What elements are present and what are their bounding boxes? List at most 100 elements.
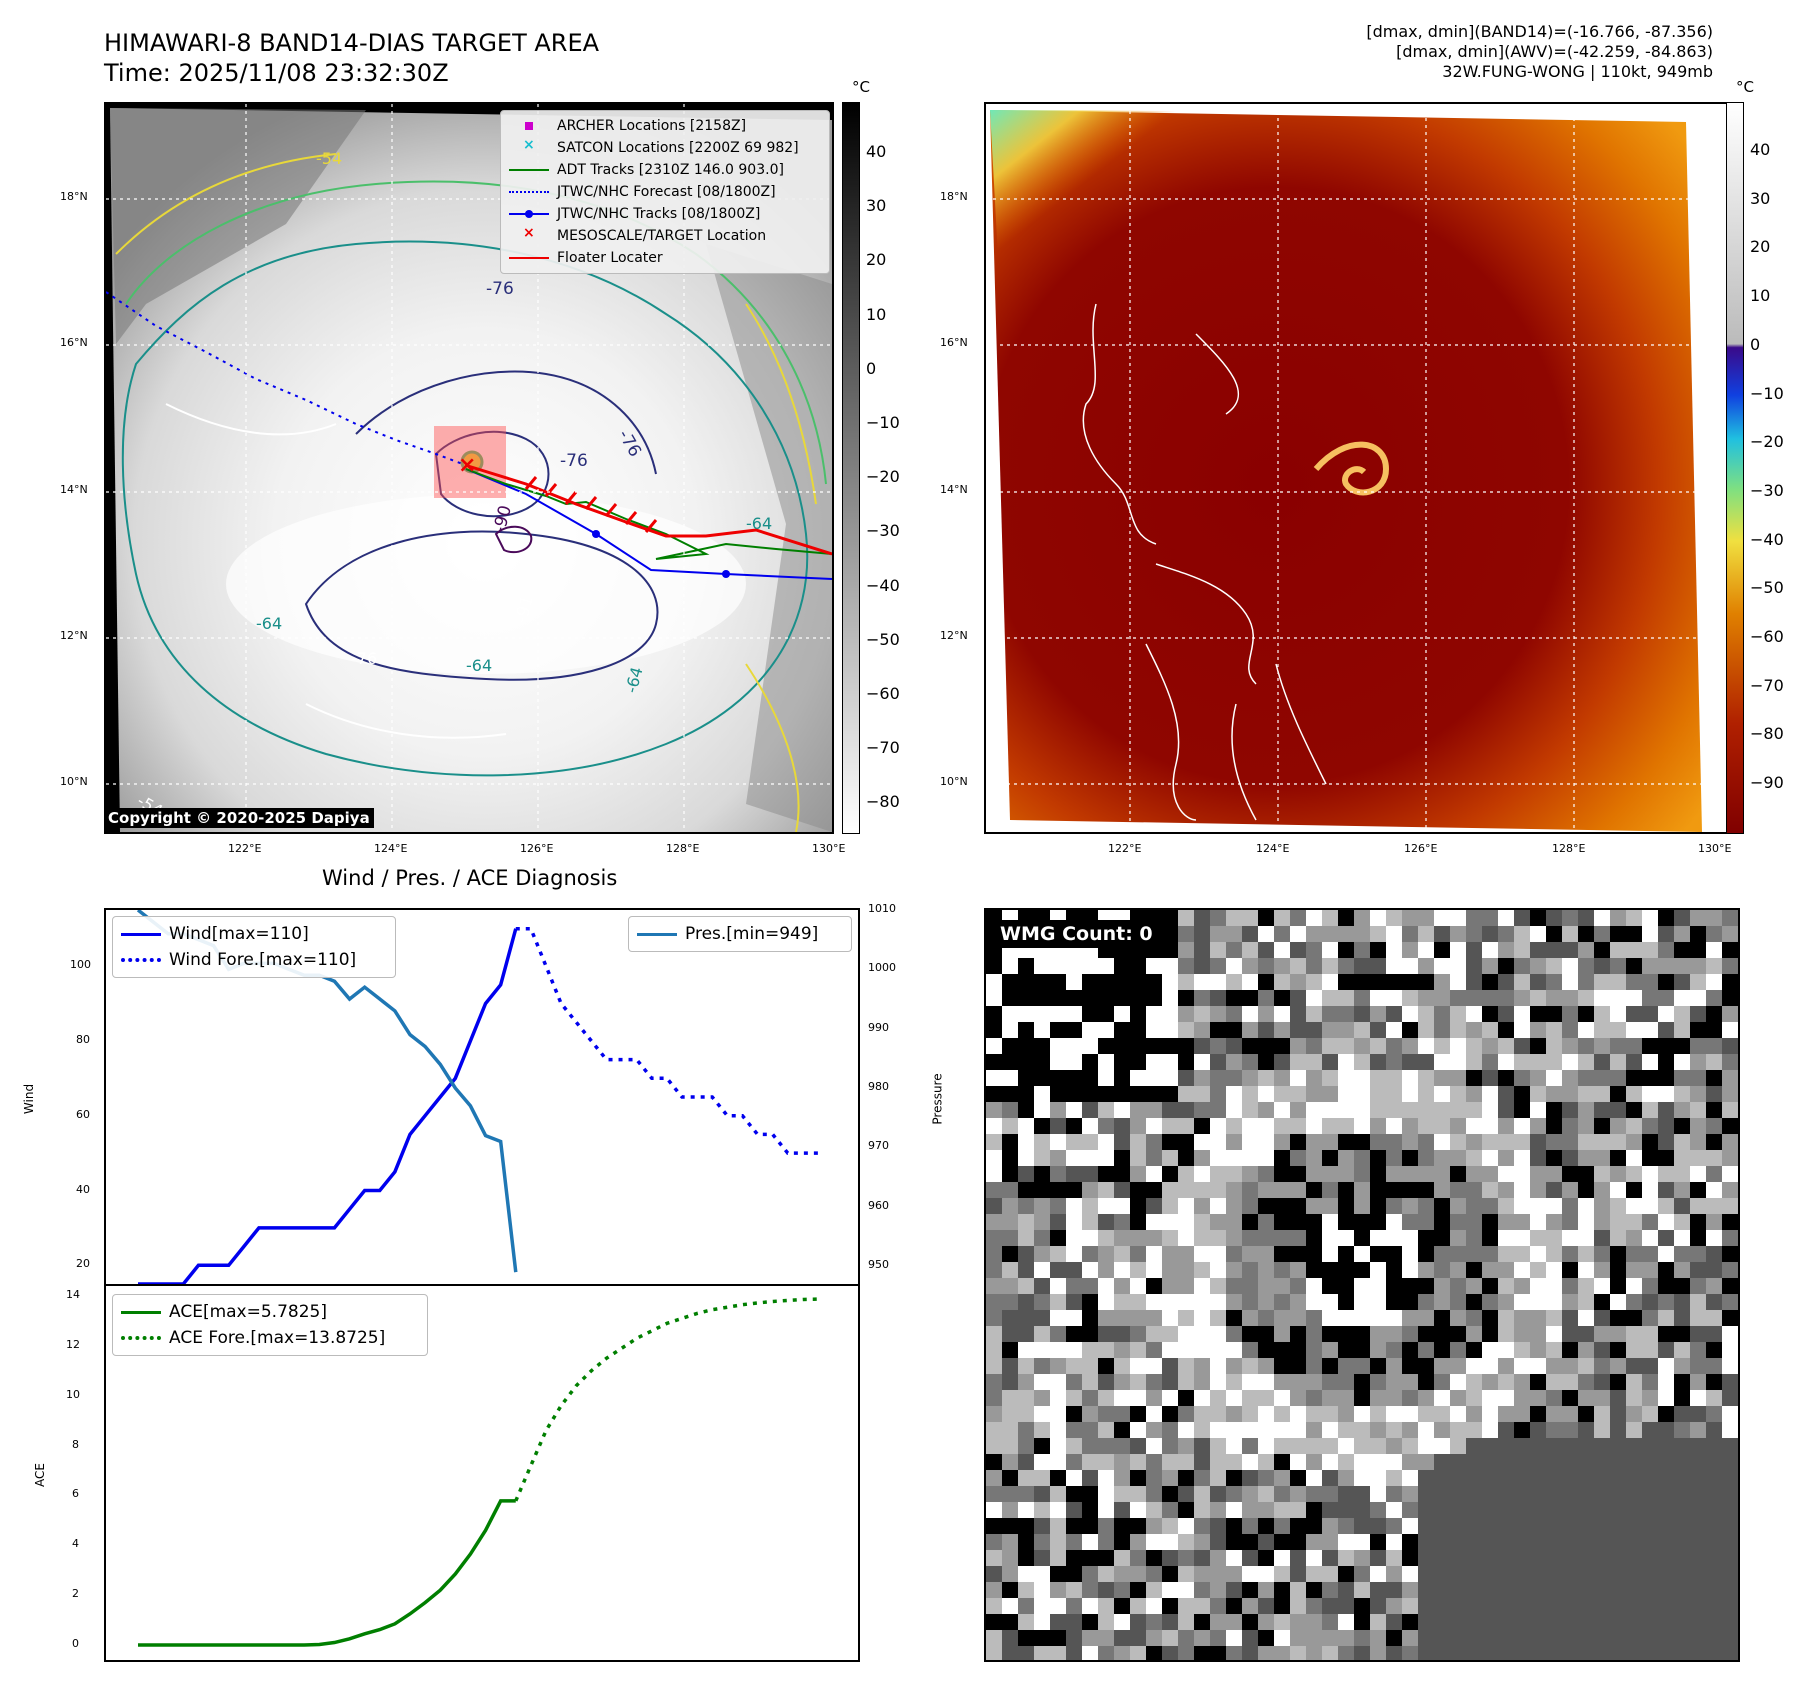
colorbar-tick: −70 xyxy=(1750,675,1784,695)
colorbar-tick: 30 xyxy=(1750,188,1771,208)
wind-legend: Wind[max=110] Wind Fore.[max=110] xyxy=(112,916,396,978)
series-line-1 xyxy=(515,926,818,1155)
diagnosis-title: Wind / Pres. / ACE Diagnosis xyxy=(322,866,618,890)
ace-tick: 12 xyxy=(66,1337,80,1351)
target-box xyxy=(434,426,506,498)
pressure-tick: 990 xyxy=(868,1020,889,1034)
wmg-image xyxy=(986,910,1738,1660)
figure-title: HIMAWARI-8 BAND14-DIAS TARGET AREA Time:… xyxy=(104,29,600,87)
pressure-tick: 970 xyxy=(868,1139,889,1153)
gray-colorbar xyxy=(842,102,860,834)
pressure-axis-label: Pressure xyxy=(930,1073,945,1125)
jtwc-track-line xyxy=(465,468,832,580)
legend-wind: Wind[max=110] xyxy=(121,921,387,947)
contour-label: -64 xyxy=(746,514,772,533)
colorbar-tick: −40 xyxy=(866,575,900,595)
legend-ace-forecast: ACE Fore.[max=13.8725] xyxy=(121,1325,419,1351)
colorbar-tick: −90 xyxy=(1750,773,1784,793)
lat-tick: 18°N xyxy=(940,190,968,203)
colorbar-tick: −20 xyxy=(866,467,900,487)
colorbar-tick: 20 xyxy=(866,250,887,270)
legend-jtwc-forecast: JTWC/NHC Forecast [08/1800Z] xyxy=(509,181,821,203)
pressure-tick: 1010 xyxy=(868,902,896,915)
stats-header: [dmax, dmin](BAND14)=(-16.766, -87.356) … xyxy=(1366,22,1713,81)
lon-tick: 126°E xyxy=(520,842,554,855)
colorbar-tick: −10 xyxy=(866,413,900,432)
legend-wind-forecast: Wind Fore.[max=110] xyxy=(121,947,387,973)
wmg-count-badge: WMG Count: 0 xyxy=(992,920,1161,948)
colorbar-tick: 30 xyxy=(866,196,887,216)
colorbar-tick: −40 xyxy=(1750,529,1784,549)
pressure-legend: Pres.[min=949] xyxy=(628,916,852,952)
lon-tick: 126°E xyxy=(1404,842,1438,855)
contour-label: -64 xyxy=(256,614,282,633)
series-line-0 xyxy=(138,928,518,1284)
ace-series-line-0 xyxy=(138,1499,516,1647)
copyright-label: Copyright © 2020-2025 Dapiya xyxy=(104,808,374,828)
wind-axis-label: Wind xyxy=(22,1083,37,1115)
contour-label: -76 xyxy=(351,649,377,668)
lon-tick: 128°E xyxy=(666,842,700,855)
legend-floater: Floater Locater xyxy=(509,247,821,269)
ace-legend: ACE[max=5.7825] ACE Fore.[max=13.8725] xyxy=(112,1294,428,1356)
lon-tick: 124°E xyxy=(374,842,408,855)
ace-tick: 8 xyxy=(72,1437,79,1451)
pressure-tick: 950 xyxy=(868,1258,889,1272)
colorbar-tick: −50 xyxy=(1750,578,1784,598)
colorbar-tick: −60 xyxy=(866,684,900,703)
colorbar-tick: −10 xyxy=(1750,383,1784,403)
wind-tick: 20 xyxy=(76,1257,90,1271)
ace-plot xyxy=(138,1297,819,1647)
ace-panel xyxy=(104,1284,860,1662)
mesoscale-marker: × xyxy=(458,453,476,478)
lon-tick: 124°E xyxy=(1256,842,1290,855)
wind-tick: 80 xyxy=(76,1032,90,1046)
colorbar-tick: −80 xyxy=(1750,724,1784,744)
contour-label: -54 xyxy=(316,149,342,168)
lat-tick: 10°N xyxy=(60,775,88,788)
pressure-tick: 980 xyxy=(868,1080,889,1094)
contour-label: -64 xyxy=(466,656,492,675)
map-legend: ARCHER Locations [2158Z] × SATCON Locatio… xyxy=(500,110,830,274)
lat-tick: 12°N xyxy=(940,629,968,642)
color-colorbar-unit: °C xyxy=(1736,78,1754,96)
colorbar-tick: −30 xyxy=(1750,480,1784,500)
ace-series-line-1 xyxy=(514,1297,819,1502)
legend-jtwc-tracks: JTWC/NHC Tracks [08/1800Z] xyxy=(509,203,821,225)
colorbar-tick: 40 xyxy=(1750,140,1771,159)
lat-tick: 14°N xyxy=(60,483,88,496)
ace-tick: 6 xyxy=(72,1487,79,1501)
ace-tick: 14 xyxy=(66,1287,80,1301)
lat-tick: 12°N xyxy=(60,629,88,642)
colorbar-tick: 20 xyxy=(1750,237,1771,257)
ace-tick: 4 xyxy=(72,1537,79,1551)
jtwc-forecast-line xyxy=(106,291,477,470)
wmg-panel xyxy=(984,908,1740,1662)
legend-ace: ACE[max=5.7825] xyxy=(121,1299,419,1325)
pressure-tick: 1000 xyxy=(868,961,896,975)
ace-axis-label: ACE xyxy=(32,1463,47,1487)
ace-tick: 2 xyxy=(72,1587,79,1601)
colorbar-tick: −70 xyxy=(866,738,900,758)
legend-adt: ADT Tracks [2310Z 146.0 903.0] xyxy=(509,159,821,181)
lat-tick: 18°N xyxy=(60,190,88,203)
colorbar-tick: −20 xyxy=(1750,432,1784,452)
lon-tick: 122°E xyxy=(228,842,262,855)
colorbar-tick: 10 xyxy=(866,304,887,324)
ace-tick: 10 xyxy=(66,1387,80,1401)
legend-satcon: × SATCON Locations [2200Z 69 982] xyxy=(523,137,799,156)
colorbar-tick: 0 xyxy=(866,358,877,378)
colorbar-tick: 10 xyxy=(1750,286,1771,306)
color-colorbar xyxy=(1726,102,1744,834)
lon-tick: 122°E xyxy=(1108,842,1142,855)
ace-tick: 0 xyxy=(72,1637,79,1651)
wind-tick: 40 xyxy=(76,1182,90,1196)
colorbar-tick: −80 xyxy=(866,792,900,812)
floater-line xyxy=(467,464,832,556)
adt-track-line xyxy=(465,468,832,560)
colorbar-tick: 0 xyxy=(1750,334,1761,354)
gray-colorbar-unit: °C xyxy=(852,78,870,96)
lat-tick: 16°N xyxy=(60,336,88,349)
legend-pressure: Pres.[min=949] xyxy=(637,921,843,947)
lat-tick: 16°N xyxy=(940,336,968,349)
